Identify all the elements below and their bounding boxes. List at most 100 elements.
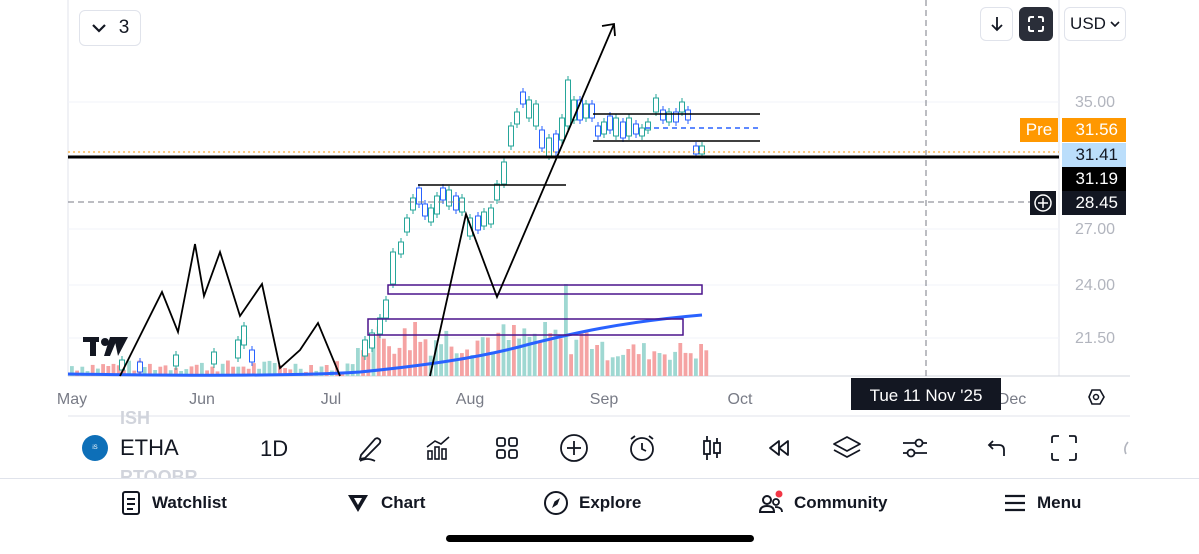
currency-label: USD <box>1070 14 1106 33</box>
volume-bar <box>361 350 365 376</box>
drawn-rectangle-lower <box>367 318 684 336</box>
volume-bar <box>668 359 672 376</box>
volume-bar <box>278 365 282 376</box>
indicators-icon[interactable] <box>420 432 456 464</box>
volume-bar <box>548 333 553 376</box>
volume-bar <box>387 346 391 376</box>
volume-bar <box>631 344 636 376</box>
pre-market-label: Pre <box>1025 120 1053 139</box>
volume-bar <box>80 366 85 376</box>
ghost-symbol-below: RTOOBR <box>120 470 198 478</box>
volume-bar <box>465 349 469 376</box>
volume-bar <box>226 360 230 376</box>
undo-icon[interactable] <box>977 432 1013 464</box>
templates-icon[interactable] <box>489 432 525 464</box>
candle-body <box>249 349 255 363</box>
symbol-selector[interactable]: iS ETHA <box>82 434 179 462</box>
volume-bar <box>142 367 147 376</box>
candle-body <box>481 211 487 227</box>
price-axis-label: 21.50 <box>1075 330 1115 347</box>
home-indicator <box>446 535 754 542</box>
add-icon[interactable] <box>556 432 592 464</box>
volume-bar <box>179 371 183 376</box>
pen-icon[interactable] <box>352 432 388 464</box>
volume-bar <box>189 366 194 376</box>
indicator-count: 3 <box>118 17 130 38</box>
volume-bar <box>111 363 116 376</box>
watchlist-icon <box>122 491 140 515</box>
scroll-to-latest-button[interactable] <box>980 7 1013 41</box>
volume-bar <box>532 333 537 376</box>
alert-icon[interactable] <box>624 432 660 464</box>
add-alert-crosshair-button[interactable] <box>1030 191 1056 215</box>
currency-selector[interactable]: USD <box>1064 7 1126 41</box>
volume-bar <box>371 337 376 376</box>
volume-bar <box>163 365 168 376</box>
candle-body <box>494 183 500 201</box>
volume-bar <box>699 344 703 376</box>
candle-body <box>446 189 452 207</box>
volume-bar <box>148 363 152 376</box>
candle-body <box>653 97 659 113</box>
hamburger-menu-icon <box>1005 494 1025 512</box>
volume-bar <box>590 349 594 376</box>
interval-selector[interactable]: 1D <box>260 436 289 461</box>
candle-body <box>673 111 679 123</box>
volume-bar <box>460 353 464 376</box>
volume-bar <box>616 356 620 376</box>
volume-bar <box>382 338 386 376</box>
candle-body <box>533 103 539 127</box>
chart-canvas[interactable]: 35.00 27.00 24.00 21.50 May Jun Jul Aug … <box>0 0 1199 420</box>
chart-area[interactable]: 35.00 27.00 24.00 21.50 May Jun Jul Aug … <box>0 0 1199 420</box>
volume-bar <box>194 364 199 376</box>
chart-settings-icon[interactable] <box>1088 389 1105 405</box>
fullscreen-icon[interactable] <box>1046 432 1082 464</box>
collapse-indicators-button[interactable]: 3 <box>79 10 141 46</box>
nav-explore-label: Explore <box>579 493 642 512</box>
volume-bar <box>543 322 547 376</box>
crosshair-price-tag: 28.45 <box>1062 191 1126 215</box>
replay-icon[interactable] <box>761 432 797 464</box>
nav-menu-label: Menu <box>1037 493 1082 512</box>
volume-bar <box>96 368 100 376</box>
volume-bar <box>595 345 599 376</box>
candle-body <box>390 251 396 285</box>
candles <box>119 76 705 376</box>
volume-bar <box>101 364 105 376</box>
nav-chart[interactable]: Chart <box>345 487 425 519</box>
candle-body <box>626 117 632 137</box>
candle-body <box>693 145 699 155</box>
volume-bar <box>574 339 579 376</box>
volume-bar <box>579 332 584 376</box>
volume-bar <box>210 366 215 376</box>
time-axis-label: Jun <box>189 391 215 408</box>
bottom-navigation: Watchlist Chart Explore Community Menu <box>0 478 1199 527</box>
nav-watchlist[interactable]: Watchlist <box>120 487 227 519</box>
volume-bar <box>106 366 111 376</box>
bar-type-icon[interactable] <box>694 432 730 464</box>
nav-explore[interactable]: Explore <box>543 487 641 519</box>
crosshair-date-label: Tue 11 Nov '25 <box>870 386 983 405</box>
layers-icon[interactable] <box>829 432 865 464</box>
candle-body <box>137 361 143 373</box>
volume-bar <box>522 328 527 376</box>
candle-body <box>645 121 651 131</box>
volume-bar <box>428 355 433 376</box>
price-axis-label: 24.00 <box>1075 277 1115 294</box>
pre-market-price-tag: 31.56 <box>1062 118 1126 142</box>
volume-bar <box>538 340 542 376</box>
volume-bar <box>662 354 667 376</box>
volume-bar <box>392 353 397 376</box>
volume-bar <box>324 365 329 376</box>
nav-menu[interactable]: Menu <box>1003 487 1081 519</box>
candle-body <box>620 121 626 139</box>
volume-bar <box>413 322 417 376</box>
chevron-down-icon <box>91 24 106 33</box>
nav-community[interactable]: Community <box>758 487 888 519</box>
candle-body <box>595 125 601 137</box>
settings-sliders-icon[interactable] <box>897 432 933 464</box>
chevron-down-icon <box>1110 21 1120 28</box>
screen-fit-button[interactable] <box>1019 7 1053 41</box>
volume-bar <box>252 363 256 376</box>
volume-bar <box>168 370 173 376</box>
